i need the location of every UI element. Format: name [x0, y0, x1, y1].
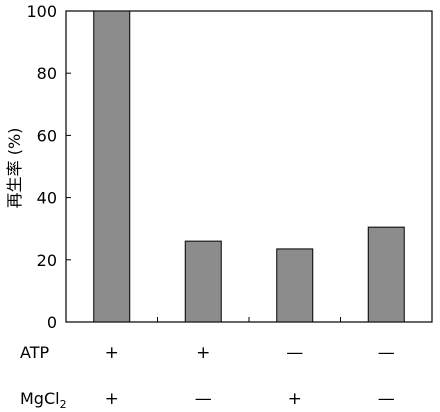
condition-sign: +	[105, 343, 119, 363]
y-tick-label: 60	[37, 126, 57, 145]
y-axis-title: 再生率 (%)	[5, 128, 24, 209]
y-axis-ticks: 0 20 40 60 80 100	[26, 2, 71, 332]
y-tick-label: 100	[26, 2, 57, 21]
condition-label: MgCl2	[20, 389, 67, 411]
y-tick-label: 40	[37, 189, 57, 208]
condition-sign: +	[105, 389, 119, 409]
bar-1	[93, 10, 131, 323]
bars-group	[93, 10, 405, 323]
bar-2	[184, 240, 222, 323]
bar-3	[276, 248, 314, 323]
y-tick-label: 80	[37, 64, 57, 83]
condition-sign: +	[196, 343, 210, 363]
condition-sign: —	[286, 343, 303, 363]
bar-4	[367, 226, 405, 323]
condition-sign: —	[195, 389, 212, 409]
plot-area	[65, 10, 433, 323]
y-tick-label: 20	[37, 251, 57, 270]
y-tick-label: 0	[47, 313, 57, 332]
condition-sign: +	[288, 389, 302, 409]
condition-sign: —	[378, 343, 395, 363]
condition-label: ATP	[20, 343, 49, 362]
condition-rows: ATP + + — — MgCl2 + — + —	[20, 343, 395, 411]
condition-sign: —	[378, 389, 395, 409]
